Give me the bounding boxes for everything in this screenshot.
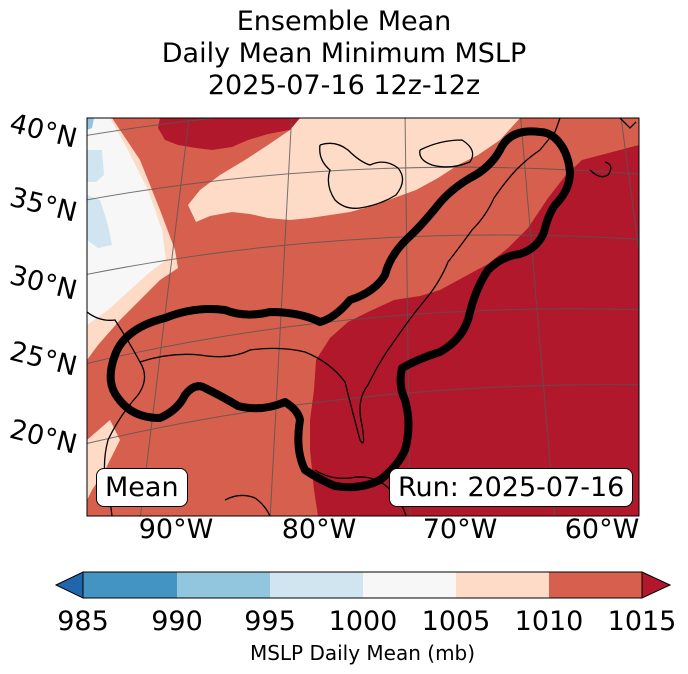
cbar-tick-990: 990 — [151, 606, 203, 637]
cbar-tick-985: 985 — [57, 606, 109, 637]
colorbar-segment-985-990 — [83, 572, 177, 598]
title-line-1: Ensemble Mean — [236, 6, 452, 37]
mean-contour — [106, 127, 574, 492]
lon-label-80w: 80°W — [281, 514, 357, 545]
pressure-field-990-995 — [87, 118, 94, 130]
lon-label-70w: 70°W — [422, 514, 498, 545]
colorbar-segment-995-1000 — [270, 572, 363, 598]
map-frame — [86, 117, 640, 517]
pressure-field-above-1015 — [158, 118, 300, 150]
map — [86, 117, 640, 517]
colorbar-label: MSLP Daily Mean (mb) — [249, 641, 476, 665]
colorbar-extend-below — [54, 571, 84, 599]
pressure-field-995-1000-2 — [87, 195, 112, 248]
title-line-2: Daily Mean Minimum MSLP — [161, 38, 527, 69]
cbar-tick-1000: 1000 — [328, 606, 398, 637]
colorbar-segment-1005-1010 — [456, 572, 549, 598]
cbar-tick-1005: 1005 — [421, 606, 491, 637]
pressure-field-1000-1005 — [87, 118, 166, 325]
coastline — [87, 118, 637, 516]
colorbar-extend-above — [641, 571, 672, 599]
colorbar-segment-990-995 — [177, 572, 270, 598]
colorbar — [54, 571, 672, 599]
pressure-field-995-1000 — [87, 150, 104, 182]
cbar-tick-995: 995 — [244, 606, 296, 637]
title-line-3: 2025-07-16 12z-12z — [207, 70, 481, 101]
pressure-field-above-1015-atlantic — [310, 145, 639, 516]
colorbar-segment-1010-1015 — [549, 572, 642, 598]
pressure-field-1005-1010-southwest — [87, 420, 120, 500]
cbar-tick-1010: 1010 — [514, 606, 584, 637]
run-label-box: Run: 2025-07-16 — [389, 468, 634, 507]
lon-label-90w: 90°W — [138, 514, 214, 545]
cbar-tick-1015: 1015 — [607, 606, 677, 637]
lon-label-60w: 60°W — [564, 514, 640, 545]
colorbar-segment-1000-1005 — [363, 572, 456, 598]
mean-label-box: Mean — [96, 468, 188, 507]
